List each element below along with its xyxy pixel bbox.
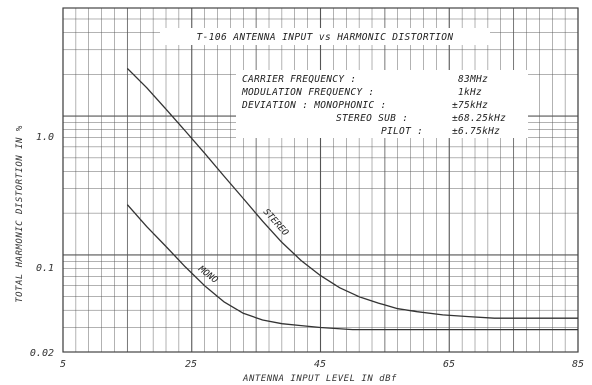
deviation-mono-label: DEVIATION : MONOPHONIC :: [241, 100, 386, 111]
x-tick-label-85: 85: [572, 359, 584, 370]
x-tick-label-5: 5: [60, 359, 66, 370]
deviation-mono-value: ±75kHz: [452, 100, 488, 111]
y-tick-label-0.02: 0.02: [30, 348, 54, 359]
stereo-sub-label: STEREO SUB :: [336, 113, 408, 124]
x-tick-label-45: 45: [314, 359, 326, 370]
series-lines: [126, 68, 578, 331]
series-line-mono: [126, 204, 578, 331]
plot-frame: [62, 7, 579, 353]
y-axis-label: TOTAL HARMONIC DISTORTION IN %: [15, 125, 25, 303]
stereo-sub-value: ±68.25kHz: [452, 113, 506, 124]
y-tick-label-1.0: 1.0: [36, 132, 54, 143]
title-box: [160, 28, 490, 45]
grid: [62, 7, 579, 353]
carrier-frequency-value: 83MHz: [458, 74, 488, 85]
pilot-value: ±6.75kHz: [452, 126, 500, 137]
carrier-frequency-label: CARRIER FREQUENCY :: [242, 74, 356, 85]
x-tick-label-65: 65: [443, 359, 455, 370]
modulation-frequency-value: 1kHz: [458, 87, 482, 98]
pilot-label: PILOT :: [381, 126, 423, 137]
series-line-stereo: [126, 68, 578, 319]
modulation-frequency-label: MODULATION FREQUENCY :: [241, 87, 374, 98]
conditions-box: [236, 70, 528, 138]
x-axis-label: ANTENNA INPUT LEVEL IN dBf: [242, 374, 397, 384]
y-tick-label-0.1: 0.1: [36, 263, 54, 274]
chart-title: T-106 ANTENNA INPUT vs HARMONIC DISTORTI…: [196, 32, 453, 43]
x-tick-label-25: 25: [185, 359, 197, 370]
